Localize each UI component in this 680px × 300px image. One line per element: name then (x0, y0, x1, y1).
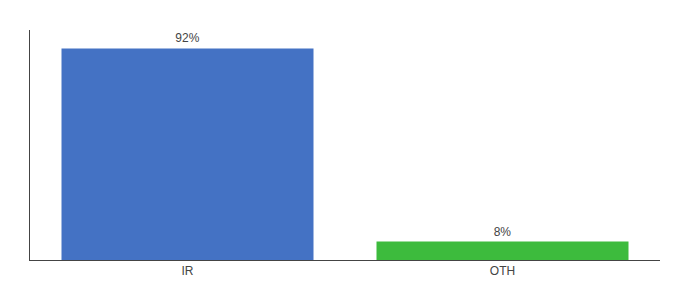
svg-text:92%: 92% (175, 31, 199, 45)
svg-text:OTH: OTH (490, 264, 515, 278)
svg-text:IR: IR (182, 264, 194, 278)
svg-text:8%: 8% (494, 225, 512, 239)
